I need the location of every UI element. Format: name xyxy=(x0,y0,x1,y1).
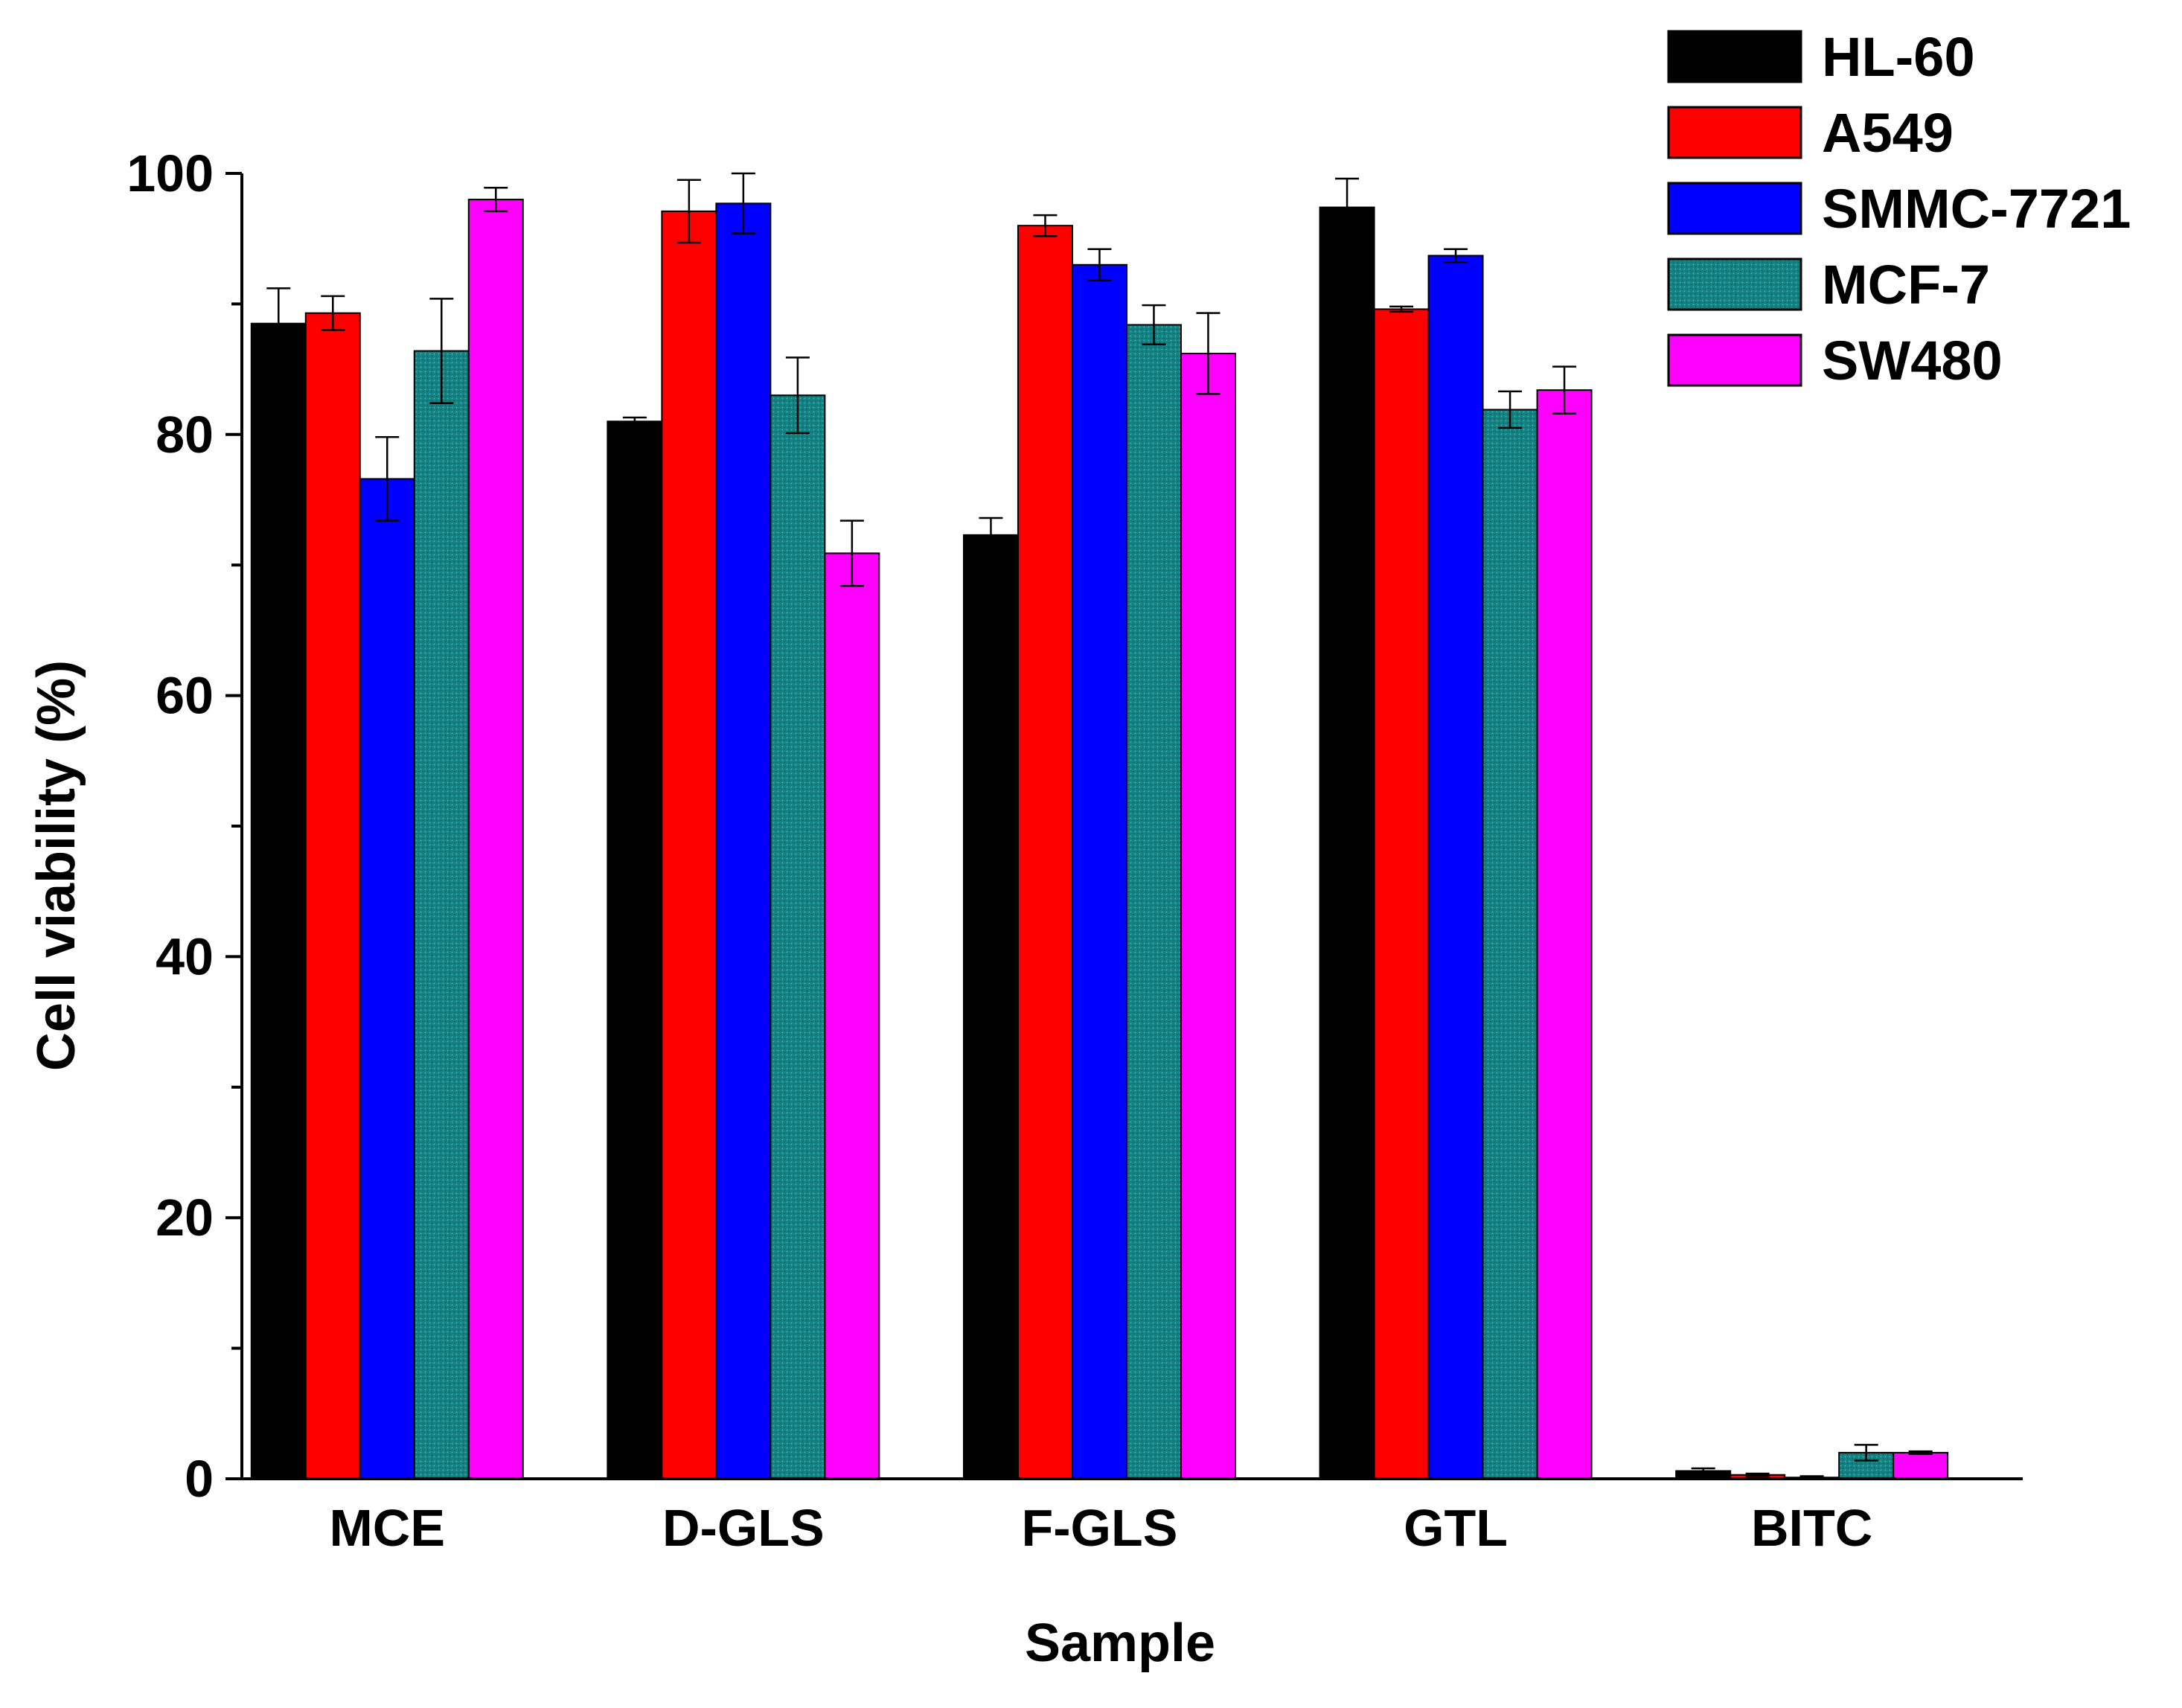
y-tick-label: 20 xyxy=(156,1189,214,1247)
legend-label: SW480 xyxy=(1822,330,2003,391)
x-ticks: MCE D-GLS F-GLS GTL BITC xyxy=(329,1499,1872,1557)
y-tick-label: 80 xyxy=(156,406,214,464)
y-tick-label: 0 xyxy=(185,1450,214,1508)
legend-label: HL-60 xyxy=(1822,26,1975,88)
legend-swatch-hl-60 xyxy=(1667,30,1802,83)
legend-label: A549 xyxy=(1822,102,1954,164)
bar-sw480-gtl xyxy=(1536,389,1593,1480)
x-tick-label: GTL xyxy=(1404,1499,1508,1557)
bar-hl-60-d-gls xyxy=(607,420,663,1480)
legend-swatch-smmc-7721 xyxy=(1667,182,1802,235)
bar-mcf-7-f-gls xyxy=(1125,324,1182,1480)
y-tick-label: 60 xyxy=(156,667,214,725)
bar-sw480-mce xyxy=(467,199,524,1480)
bar-smmc-7721-gtl xyxy=(1427,255,1484,1480)
bar-groups xyxy=(250,199,1949,1480)
y-ticks: 0 20 40 60 80 100 xyxy=(127,144,242,1508)
legend-swatch-mcf-7 xyxy=(1667,258,1802,311)
bar-mcf-7-gtl xyxy=(1482,409,1538,1480)
bar-a549-gtl xyxy=(1373,308,1430,1480)
x-tick-label: F-GLS xyxy=(1021,1499,1177,1557)
bar-smmc-7721-f-gls xyxy=(1071,263,1127,1480)
legend-label: MCF-7 xyxy=(1822,254,1990,316)
bar-a549-f-gls xyxy=(1017,225,1073,1480)
y-tick-label: 40 xyxy=(156,927,214,985)
y-tick-label: 100 xyxy=(127,144,214,202)
x-tick-label: MCE xyxy=(329,1499,445,1557)
bar-hl-60-f-gls xyxy=(962,534,1019,1480)
legend-swatch-a549 xyxy=(1667,106,1802,159)
x-tick-label: BITC xyxy=(1751,1499,1872,1557)
y-axis-title: Cell viability (%) xyxy=(27,660,86,1071)
legend-label: SMMC-7721 xyxy=(1822,178,2131,240)
error-bars xyxy=(266,172,1933,1480)
bar-sw480-f-gls xyxy=(1180,353,1236,1480)
bar-mcf-7-mce xyxy=(413,350,470,1480)
bar-smmc-7721-d-gls xyxy=(715,202,772,1480)
bar-hl-60-mce xyxy=(250,322,307,1480)
bar-mcf-7-d-gls xyxy=(770,394,826,1480)
bar-sw480-bitc xyxy=(1893,1451,1949,1480)
x-axis-title: Sample xyxy=(1025,1613,1215,1673)
bar-smmc-7721-mce xyxy=(359,478,415,1480)
legend-swatch-sw480 xyxy=(1667,333,1802,387)
bar-a549-mce xyxy=(304,312,361,1480)
legend: HL-60 A549 SMMC-7721 MCF-7 SW480 xyxy=(1667,26,2131,391)
bar-hl-60-gtl xyxy=(1319,206,1375,1480)
bar-sw480-d-gls xyxy=(824,552,880,1480)
bar-a549-d-gls xyxy=(661,210,717,1480)
x-tick-label: D-GLS xyxy=(662,1499,825,1557)
